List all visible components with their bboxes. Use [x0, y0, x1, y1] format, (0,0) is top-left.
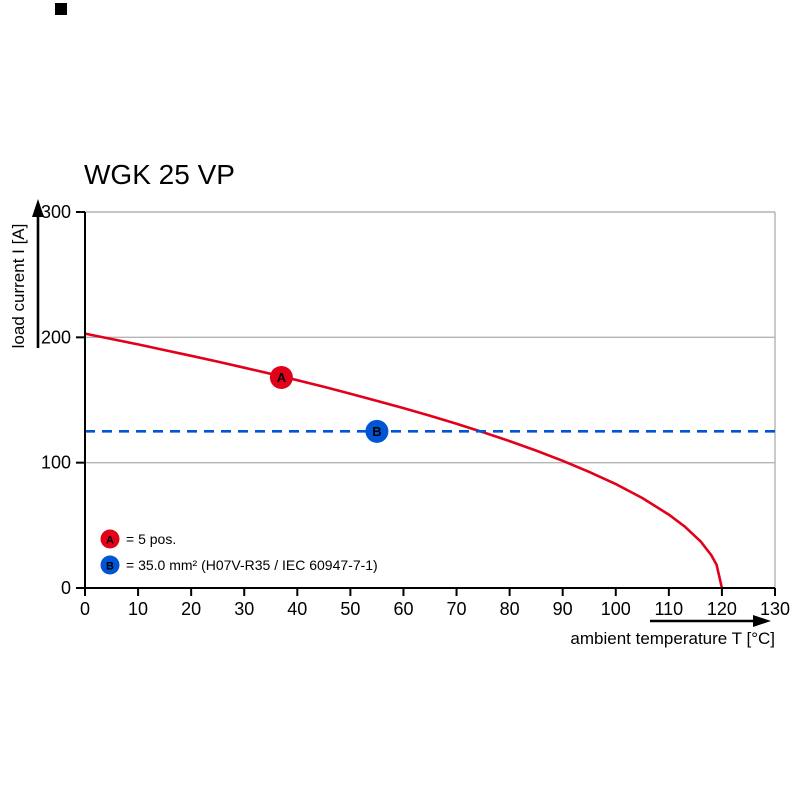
x-tick-label: 80 — [500, 599, 520, 619]
series-layer — [84, 332, 775, 589]
chart-title: WGK 25 VP — [84, 159, 235, 190]
x-tick-label: 130 — [760, 599, 790, 619]
y-tick-label: 100 — [41, 453, 71, 473]
x-tick-label: 50 — [340, 599, 360, 619]
axes-layer: 0 10 20 30 40 50 60 70 80 90 100 110 120 130 0 100 200 30… — [41, 202, 790, 619]
x-tick-label: 20 — [181, 599, 201, 619]
x-tick-label: 10 — [128, 599, 148, 619]
y-tick-label: 300 — [41, 202, 71, 222]
legend: A = 5 pos. B = 35.0 mm² (H07V-R35 / IEC … — [100, 529, 378, 575]
x-tick-label: 70 — [447, 599, 467, 619]
x-axis-arrow — [650, 615, 771, 627]
page-corner-mark — [55, 3, 67, 15]
y-tick-label: 200 — [41, 327, 71, 347]
legend-badge-a-icon — [100, 529, 120, 549]
marker-layer: AB — [269, 365, 389, 443]
marker-A-badge-icon — [269, 365, 293, 389]
x-tick-label: 100 — [601, 599, 631, 619]
legend-badge-b-letter: B — [106, 561, 114, 573]
legend-entry-a-label: = 5 pos. — [126, 531, 176, 547]
grid-layer — [85, 211, 776, 588]
series-A-line — [84, 332, 724, 589]
y-axis-label: load current I [A] — [9, 224, 28, 349]
x-tick-label: 0 — [80, 599, 90, 619]
y-axis-arrowhead-icon — [32, 199, 44, 217]
x-tick-label: 40 — [287, 599, 307, 619]
y-axis-arrow — [32, 199, 44, 348]
x-tick-label: 30 — [234, 599, 254, 619]
marker-A-letter: A — [277, 370, 287, 385]
x-axis-arrowhead-icon — [753, 615, 771, 627]
x-tick-label: 90 — [553, 599, 573, 619]
legend-badge-a-letter: A — [106, 535, 114, 547]
legend-entry-b-label: = 35.0 mm² (H07V-R35 / IEC 60947-7-1) — [126, 557, 378, 573]
x-axis-label: ambient temperature T [°C] — [570, 629, 775, 648]
marker-B-letter: B — [372, 424, 381, 439]
x-tick-label: 120 — [707, 599, 737, 619]
x-tick-label: 60 — [393, 599, 413, 619]
legend-badge-b-icon — [100, 555, 120, 575]
x-tick-label: 110 — [654, 599, 683, 619]
marker-B-badge-icon — [365, 419, 389, 443]
y-tick-label: 0 — [61, 578, 71, 598]
generated-chart-layers: 0 10 20 30 40 50 60 70 80 90 100 110 120 130 0 100 200 30… — [41, 202, 790, 619]
